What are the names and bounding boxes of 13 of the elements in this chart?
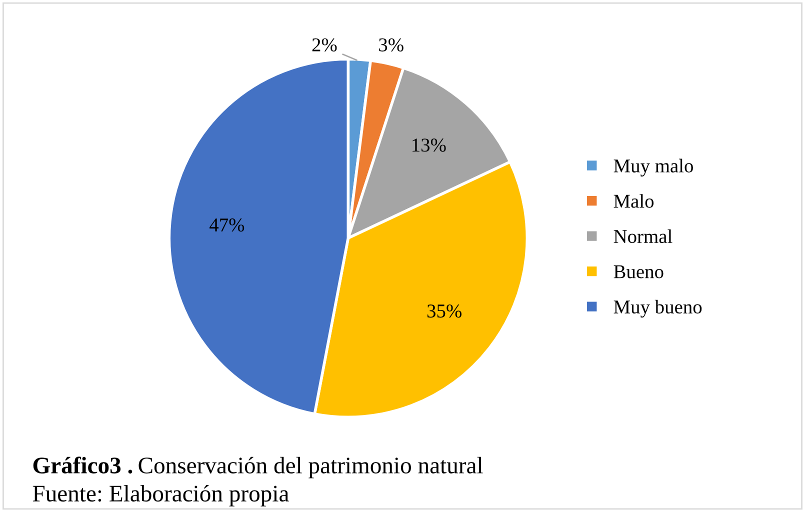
- legend-label: Bueno: [614, 265, 664, 278]
- data-label: 3%: [379, 38, 404, 52]
- data-label: 47%: [210, 218, 244, 232]
- text: Gráfico3 .: [33, 456, 132, 474]
- legend-label: Malo: [614, 194, 654, 208]
- text: Conservación del patrimonio natural: [138, 456, 483, 478]
- source-note: Fuente: Elaboración propia: [32, 484, 289, 506]
- data-label: 13%: [412, 138, 446, 152]
- legend-label: Normal: [614, 229, 672, 244]
- data-label: 2%: [312, 38, 337, 52]
- data-label: 35%: [427, 304, 462, 318]
- legend-label: Muy malo: [614, 158, 693, 176]
- legend-label: Muy bueno: [614, 300, 702, 318]
